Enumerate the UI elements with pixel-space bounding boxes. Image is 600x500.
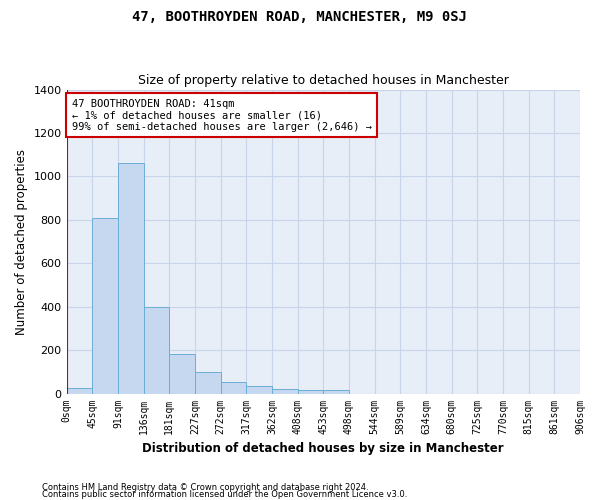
Bar — [298, 390, 323, 394]
Bar — [169, 354, 195, 394]
Bar — [272, 389, 298, 394]
Text: 47, BOOTHROYDEN ROAD, MANCHESTER, M9 0SJ: 47, BOOTHROYDEN ROAD, MANCHESTER, M9 0SJ — [133, 10, 467, 24]
Bar — [143, 306, 169, 394]
Bar — [118, 164, 143, 394]
Y-axis label: Number of detached properties: Number of detached properties — [15, 148, 28, 334]
Bar — [67, 388, 92, 394]
Bar — [195, 372, 221, 394]
Title: Size of property relative to detached houses in Manchester: Size of property relative to detached ho… — [138, 74, 509, 87]
Text: 47 BOOTHROYDEN ROAD: 41sqm
← 1% of detached houses are smaller (16)
99% of semi-: 47 BOOTHROYDEN ROAD: 41sqm ← 1% of detac… — [71, 98, 371, 132]
Text: Contains HM Land Registry data © Crown copyright and database right 2024.: Contains HM Land Registry data © Crown c… — [42, 484, 368, 492]
X-axis label: Distribution of detached houses by size in Manchester: Distribution of detached houses by size … — [142, 442, 504, 455]
Text: Contains public sector information licensed under the Open Government Licence v3: Contains public sector information licen… — [42, 490, 407, 499]
Bar — [92, 218, 118, 394]
Bar — [246, 386, 272, 394]
Bar — [221, 382, 246, 394]
Bar — [323, 390, 349, 394]
